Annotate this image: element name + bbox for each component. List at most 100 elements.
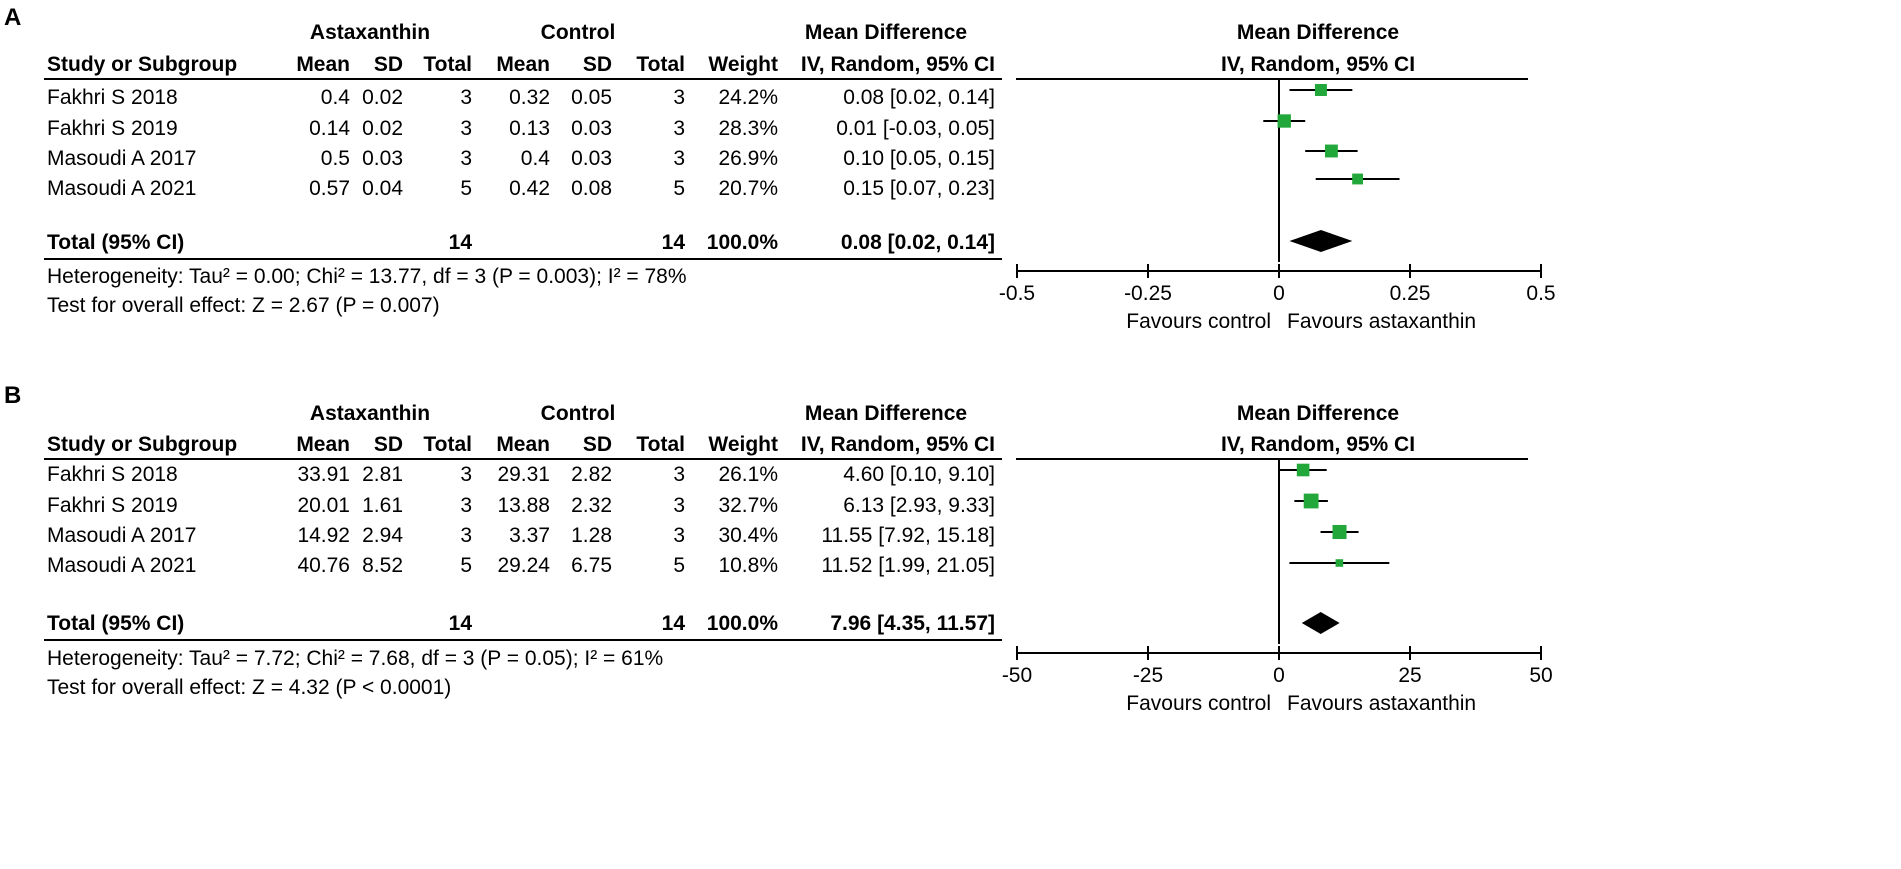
control-sd: 0.05 [571,86,612,109]
pooled-estimate-diamond [1289,230,1353,252]
study-estimate-square [1303,493,1319,509]
plot-header-rule [1016,458,1528,460]
treatment-sd-header: SD [373,53,403,76]
control-mean: 29.24 [497,554,550,577]
study-name: Fakhri S 2019 [47,494,178,517]
weight-header: Weight [708,433,778,456]
study-estimate-square [1352,173,1364,185]
treatment-mean: 0.4 [320,86,350,109]
axis-tick-label: 0.5 [1526,282,1555,305]
axis-tick-label: 0.25 [1390,282,1431,305]
pooled-estimate-diamond [1301,612,1340,634]
treatment-group-header: Astaxanthin [309,402,431,425]
total-ci-text: 7.96 [4.35, 11.57] [830,612,995,635]
favours-control-label: Favours control [1126,692,1271,715]
study-column-header: Study or Subgroup [47,433,238,456]
weight: 28.3% [718,117,778,140]
study-column-header: Study or Subgroup [47,53,238,76]
treatment-mean-header: Mean [296,433,350,456]
treatment-mean: 40.76 [297,554,350,577]
favours-astaxanthin-label: Favours astaxanthin [1287,692,1476,715]
total-rule [44,258,1002,260]
treatment-total: 3 [460,147,472,170]
plot-method-header: IV, Random, 95% CI [1220,53,1416,76]
axis-tick-label: 0 [1273,282,1285,305]
weight: 32.7% [718,494,778,517]
treatment-total: 3 [460,463,472,486]
total-rule [44,639,1002,641]
treatment-total: 3 [460,494,472,517]
study-estimate-square [1335,559,1344,567]
ci-text: 0.10 [0.05, 0.15] [843,147,995,170]
favours-control-label: Favours control [1126,310,1271,333]
axis-tick-label: -50 [1002,664,1032,687]
treatment-sd: 2.81 [362,463,403,486]
study-name: Fakhri S 2019 [47,117,178,140]
control-mean: 3.37 [509,524,550,547]
ci-text: 6.13 [2.93, 9.33] [843,494,995,517]
control-total: 3 [673,463,685,486]
weight: 24.2% [718,86,778,109]
forest-plot-panel-a: A Astaxanthin Control Mean Difference Me… [0,0,1901,430]
control-group-header: Control [540,21,616,44]
treatment-total: 3 [460,117,472,140]
ci-text: 11.55 [7.92, 15.18] [821,524,995,547]
forest-plot-panel-b: B Astaxanthin Control Mean Difference Me… [0,378,1901,808]
control-sd: 2.82 [571,463,612,486]
control-total: 3 [673,524,685,547]
treatment-total: 14 [448,612,472,635]
control-total: 3 [673,86,685,109]
heterogeneity-text: Heterogeneity: Tau² = 7.72; Chi² = 7.68,… [47,647,664,670]
control-mean-header: Mean [496,433,550,456]
treatment-total-header: Total [423,433,472,456]
weight: 30.4% [718,524,778,547]
effect-group-header: Mean Difference [804,21,968,44]
treatment-total: 14 [448,231,472,254]
control-total: 14 [661,231,685,254]
total-weight: 100.0% [706,231,778,254]
control-total: 3 [673,147,685,170]
control-total: 5 [673,554,685,577]
ci-text: 0.15 [0.07, 0.23] [843,177,995,200]
ci-text: 0.01 [-0.03, 0.05] [836,117,995,140]
control-sd: 6.75 [571,554,612,577]
treatment-mean: 20.01 [297,494,350,517]
study-estimate-square [1296,463,1310,477]
effect-group-header: Mean Difference [804,402,968,425]
control-mean: 0.42 [509,177,550,200]
treatment-mean-header: Mean [296,53,350,76]
study-estimate-square [1332,524,1347,540]
control-total: 3 [673,117,685,140]
control-total-header: Total [636,53,685,76]
study-name: Fakhri S 2018 [47,86,178,109]
study-estimate-square [1277,114,1291,128]
control-sd: 0.03 [571,147,612,170]
control-total: 14 [661,612,685,635]
weight-header: Weight [708,53,778,76]
axis-tick-label: 50 [1529,664,1552,687]
axis-tick-label: -0.25 [1124,282,1172,305]
overall-effect-text: Test for overall effect: Z = 4.32 (P < 0… [47,676,452,699]
treatment-sd: 8.52 [362,554,403,577]
control-mean: 0.4 [520,147,550,170]
panel-label: B [4,382,22,409]
treatment-sd: 2.94 [362,524,403,547]
control-sd-header: SD [582,53,612,76]
ci-text: 0.08 [0.02, 0.14] [843,86,995,109]
study-estimate-square [1324,144,1338,158]
control-group-header: Control [540,402,616,425]
treatment-mean: 0.14 [309,117,350,140]
ci-text: 11.52 [1.99, 21.05] [821,554,995,577]
control-mean: 29.31 [497,463,550,486]
control-mean: 0.32 [509,86,550,109]
control-mean-header: Mean [496,53,550,76]
plot-method-header: IV, Random, 95% CI [1220,433,1416,456]
study-name: Masoudi A 2017 [47,524,197,547]
axis-tick-label: -25 [1133,664,1163,687]
treatment-total: 3 [460,524,472,547]
treatment-mean: 14.92 [297,524,350,547]
control-sd: 0.08 [571,177,612,200]
treatment-sd: 0.04 [362,177,403,200]
treatment-total: 3 [460,86,472,109]
treatment-sd: 0.03 [362,147,403,170]
